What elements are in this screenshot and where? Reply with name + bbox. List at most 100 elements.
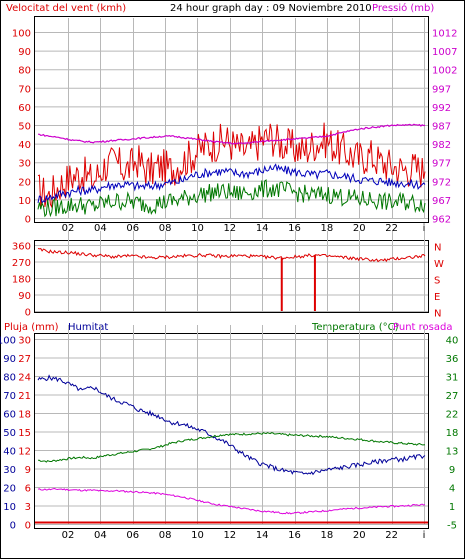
wind-tick-label: 50 (18, 122, 31, 133)
x-tick-label: 12 (223, 530, 236, 541)
temperature-line (38, 432, 426, 463)
pressure-tick-label: 977 (432, 159, 451, 170)
compass-tick-label: N (434, 309, 441, 320)
x-tick-label: 10 (191, 223, 204, 234)
rain-tick-label: 18 (18, 410, 31, 421)
temperature-tick-label: 13 (446, 447, 459, 458)
wind-tick-label: 0 (25, 215, 31, 226)
temperature-tick-label: 40 (446, 336, 459, 347)
chart-title: 24 hour graph day : 09 Noviembre 2010 (170, 3, 372, 14)
humidity-tick-label: 60 (3, 410, 16, 421)
pressure-tick-label: 972 (432, 177, 451, 188)
series-lines (35, 122, 428, 524)
pressure-axis-title: Pressió (mb) (372, 2, 434, 14)
humidity-line (37, 374, 426, 476)
x-tick-label: 22 (385, 223, 398, 234)
x-tick-label: 06 (126, 530, 139, 541)
rain-axis-title: Pluja (mm) (4, 322, 59, 333)
wind-panel-frame (34, 16, 429, 223)
axis-ticks: 0102030405060708090100962967972977982987… (0, 29, 458, 542)
rain-panel-frame (34, 333, 429, 529)
temperature-axis-title: Temperatura (°C) (311, 322, 399, 333)
x-tick-label: i (423, 223, 426, 234)
x-tick-label: 22 (385, 530, 398, 541)
direction-tick-label: 360 (12, 242, 31, 253)
direction-panel-frame (34, 240, 429, 313)
humidity-tick-label: 10 (3, 502, 16, 513)
humidity-tick-label: 50 (3, 428, 16, 439)
temperature-tick-label: 1 (449, 502, 455, 513)
rain-tick-label: 30 (18, 336, 31, 347)
series-line-3 (37, 123, 426, 145)
x-tick-label: 04 (94, 223, 107, 234)
rain-tick-label: 6 (25, 484, 31, 495)
rain-tick-label: 12 (18, 447, 31, 458)
series-line-0 (37, 122, 426, 209)
direction-line (37, 248, 426, 263)
wind-tick-label: 80 (18, 66, 31, 77)
compass-tick-label: S (434, 276, 440, 287)
temperature-tick-label: 27 (446, 391, 459, 402)
rain-tick-label: 27 (18, 354, 31, 365)
direction-tick-label: 270 (12, 258, 31, 269)
temperature-tick-label: 22 (446, 410, 459, 421)
wind-tick-label: 30 (18, 159, 31, 170)
temperature-tick-label: 36 (446, 354, 459, 365)
compass-tick-label: N (434, 243, 441, 254)
pressure-tick-label: 962 (432, 215, 451, 226)
x-tick-label: 08 (159, 223, 172, 234)
series-line-2 (37, 179, 426, 218)
compass-tick-label: E (434, 292, 440, 303)
dewpoint-axis-title: Punt rosada (393, 322, 452, 333)
humidity-tick-label: 40 (3, 447, 16, 458)
pressure-tick-label: 997 (432, 84, 451, 95)
x-tick-label: 20 (353, 530, 366, 541)
pressure-tick-label: 1002 (432, 66, 457, 77)
humidity-tick-label: 90 (3, 354, 16, 365)
wind-tick-label: 20 (18, 177, 31, 188)
rain-tick-label: 9 (25, 465, 31, 476)
rain-tick-label: 0 (25, 521, 31, 532)
wind-tick-label: 70 (18, 84, 31, 95)
rain-tick-label: 21 (18, 391, 31, 402)
x-tick-label: 18 (321, 223, 334, 234)
direction-tick-label: 0 (25, 308, 31, 319)
wind-tick-label: 10 (18, 196, 31, 207)
x-tick-label: i (423, 530, 426, 541)
rain-tick-label: 3 (25, 502, 31, 513)
x-tick-label: 12 (223, 223, 236, 234)
wind-tick-label: 40 (18, 140, 31, 151)
pressure-tick-label: 1012 (432, 29, 457, 40)
x-tick-label: 18 (321, 530, 334, 541)
series-line-1 (37, 163, 426, 204)
x-tick-label: 20 (353, 223, 366, 234)
direction-tick-label: 90 (18, 291, 31, 302)
x-tick-label: 06 (126, 223, 139, 234)
wind-axis-title: Velocitat del vent (kmh) (6, 3, 126, 14)
humidity-tick-label: 100 (0, 336, 16, 347)
pressure-tick-label: 992 (432, 103, 451, 114)
x-tick-label: 14 (256, 223, 269, 234)
wind-tick-label: 90 (18, 47, 31, 58)
temperature-tick-label: 31 (446, 373, 459, 384)
x-tick-label: 14 (256, 530, 269, 541)
temperature-tick-label: 18 (446, 428, 459, 439)
x-tick-label: 02 (62, 223, 75, 234)
wind-tick-label: 100 (12, 29, 31, 40)
humidity-tick-label: 70 (3, 391, 16, 402)
humidity-axis-title: Humitat (68, 322, 108, 333)
x-tick-label: 02 (62, 530, 75, 541)
x-tick-label: 04 (94, 530, 107, 541)
x-tick-label: 10 (191, 530, 204, 541)
dewpoint-line (37, 487, 426, 515)
humidity-tick-label: 30 (3, 465, 16, 476)
rain-tick-label: 24 (18, 373, 31, 384)
direction-tick-label: 180 (12, 275, 31, 286)
temperature-tick-label: 9 (449, 465, 455, 476)
pressure-tick-label: 967 (432, 196, 451, 207)
wind-tick-label: 60 (18, 103, 31, 114)
pressure-tick-label: 982 (432, 140, 451, 151)
temperature-tick-label: -5 (447, 521, 457, 532)
humidity-tick-label: 80 (3, 373, 16, 384)
